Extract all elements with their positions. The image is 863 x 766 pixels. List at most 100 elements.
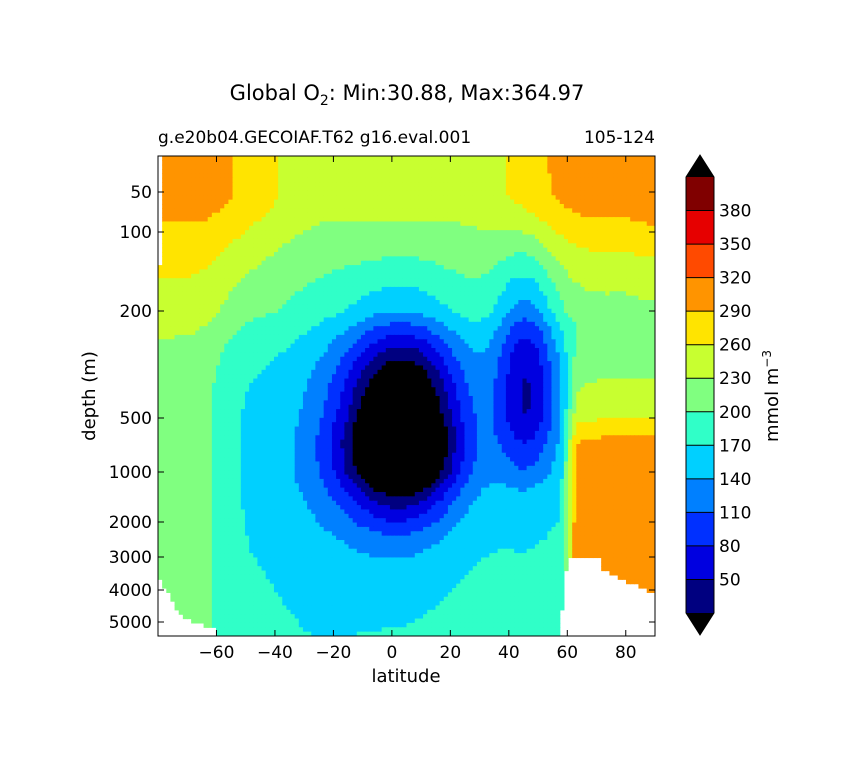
field-cell <box>207 304 213 310</box>
field-cell <box>505 160 511 166</box>
field-cell <box>452 199 457 205</box>
field-cell <box>191 156 196 161</box>
field-cell <box>464 282 470 288</box>
field-cell <box>468 304 474 310</box>
field-cell <box>352 221 358 227</box>
field-cell <box>220 160 225 166</box>
field-cell <box>224 282 230 288</box>
field-cell <box>613 160 619 166</box>
field-cell <box>642 164 648 170</box>
field-cell <box>476 195 482 201</box>
field-cell <box>182 243 188 249</box>
field-cell <box>472 334 478 340</box>
field-cell <box>576 304 582 310</box>
field-cell <box>249 173 254 179</box>
field-cell <box>447 208 453 214</box>
field-cell <box>294 269 300 275</box>
field-cell <box>207 164 213 170</box>
field-cell <box>365 156 370 161</box>
field-cell <box>369 221 374 227</box>
field-cell <box>398 252 403 257</box>
field-cell <box>336 252 341 257</box>
field-cell <box>348 173 354 179</box>
field-cell <box>257 278 263 284</box>
field-cell <box>551 177 557 183</box>
field-cell <box>518 234 524 240</box>
field-cell <box>323 177 329 183</box>
field-cell <box>178 286 184 292</box>
field-cell <box>530 234 536 240</box>
field-cell <box>406 234 412 240</box>
field-cell <box>563 317 569 323</box>
field-cell <box>373 177 379 183</box>
field-cell <box>298 282 304 288</box>
field-cell <box>543 313 548 319</box>
field-cell <box>547 212 553 218</box>
field-cell <box>472 308 478 314</box>
field-cell <box>286 291 292 297</box>
field-cell <box>340 308 345 314</box>
field-cell <box>621 273 627 279</box>
field-cell <box>609 160 615 166</box>
field-cell <box>356 308 362 314</box>
field-cell <box>336 269 341 275</box>
field-cell <box>186 326 192 332</box>
field-cell <box>580 313 586 319</box>
field-cell <box>211 234 217 240</box>
field-cell <box>394 291 399 297</box>
field-cell <box>269 160 275 166</box>
field-cell <box>559 234 565 240</box>
field-cell <box>551 282 557 288</box>
field-cell <box>634 173 640 179</box>
field-cell <box>431 182 437 188</box>
field-cell <box>220 243 225 249</box>
field-cell <box>526 243 532 249</box>
field-cell <box>493 282 499 288</box>
field-cell <box>207 313 213 319</box>
field-cell <box>584 177 590 183</box>
field-cell <box>584 243 590 249</box>
field-cell <box>261 260 267 266</box>
field-cell <box>551 212 557 218</box>
field-cell <box>563 234 569 240</box>
field-cell <box>327 156 333 161</box>
field-cell <box>220 195 225 201</box>
field-cell <box>203 247 209 253</box>
field-cell <box>493 156 499 161</box>
field-cell <box>207 308 213 314</box>
field-cell <box>439 300 445 305</box>
field-cell <box>410 221 416 227</box>
field-cell <box>489 160 495 166</box>
field-cell <box>240 160 246 166</box>
field-cell <box>398 160 403 166</box>
field-cell <box>389 313 395 319</box>
field-cell <box>650 300 655 305</box>
field-cell <box>547 217 553 223</box>
field-cell <box>423 300 428 305</box>
field-cell <box>650 217 655 223</box>
field-cell <box>489 190 495 196</box>
field-cell <box>588 217 594 223</box>
field-cell <box>621 286 627 292</box>
field-cell <box>373 204 379 209</box>
field-cell <box>431 282 437 288</box>
field-cell <box>543 243 548 249</box>
field-cell <box>452 326 457 332</box>
field-cell <box>605 217 611 223</box>
field-cell <box>344 269 350 275</box>
field-cell <box>215 186 221 192</box>
field-cell <box>584 208 590 214</box>
field-cell <box>592 265 598 271</box>
field-cell <box>464 204 470 209</box>
field-cell <box>203 326 209 332</box>
field-cell <box>286 195 292 201</box>
field-cell <box>307 330 312 336</box>
field-cell <box>501 252 507 257</box>
field-cell <box>646 169 652 175</box>
field-cell <box>340 230 345 236</box>
field-cell <box>584 238 590 244</box>
field-cell <box>634 286 640 292</box>
field-cell <box>485 300 490 305</box>
field-cell <box>481 156 486 161</box>
field-cell <box>286 252 292 257</box>
